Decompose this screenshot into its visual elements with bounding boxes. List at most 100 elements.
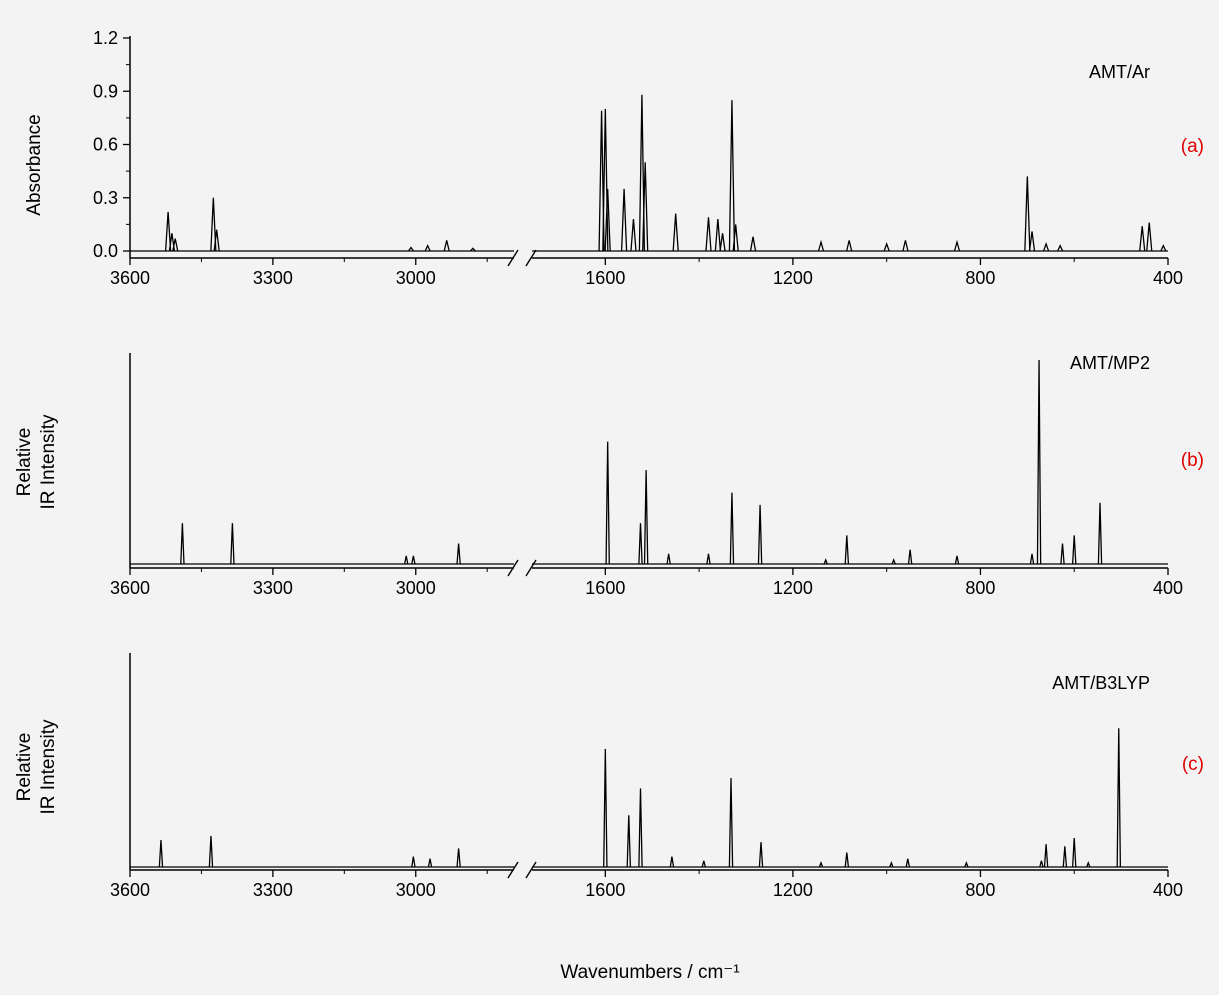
spectrum-peak	[818, 861, 824, 868]
spectrum-peak	[1024, 176, 1031, 252]
x-axis-label: Wavenumbers / cm⁻¹	[560, 962, 739, 983]
spectrum-peak	[180, 523, 185, 565]
spectrum-peak	[714, 218, 722, 252]
spectrum-peak	[728, 100, 736, 252]
x-tick-label: 400	[1153, 578, 1183, 598]
spectrum-peak	[823, 558, 828, 565]
spectrum-peak	[1036, 359, 1042, 565]
x-tick-label: 3300	[253, 268, 293, 288]
spectrum-peak	[210, 197, 217, 252]
spectrum-peak	[1097, 502, 1103, 565]
spectrum-peak	[1043, 844, 1049, 868]
x-tick-label: 1200	[773, 578, 813, 598]
spectrum-peak	[411, 856, 416, 868]
axis-break-mark	[507, 559, 519, 577]
x-tick-label: 1600	[585, 268, 625, 288]
spectrum-peak	[719, 233, 726, 252]
x-tick-label: 400	[1153, 268, 1183, 288]
panel-label: (a)	[1181, 136, 1204, 157]
series-name-label: AMT/Ar	[1089, 62, 1150, 82]
spectrum-peak	[1039, 860, 1044, 868]
spectrum-peak	[603, 749, 608, 868]
x-tick-label: 3600	[110, 880, 150, 900]
spectrum-peak	[158, 840, 164, 868]
spectrum-peak	[666, 553, 671, 565]
x-tick-label: 3300	[253, 880, 293, 900]
y-axis-label: Relative IR Intensity	[14, 719, 59, 815]
spectrum-peak	[953, 239, 961, 252]
spectrum-peak	[883, 241, 890, 252]
x-tick-label: 3000	[396, 578, 436, 598]
spectrum-peak	[1139, 226, 1146, 252]
x-tick-label: 1200	[773, 268, 813, 288]
panel-label: (c)	[1182, 754, 1204, 775]
spectrum-peak	[889, 861, 894, 868]
spectrum-peak	[1116, 728, 1122, 868]
spectrum-peak	[424, 244, 431, 252]
panel-c: 3600 3300 3000 1600 1200 800 400 Relative IR Int…	[14, 653, 1204, 900]
spectrum-peak	[1062, 846, 1068, 868]
spectrum-peak	[1028, 231, 1036, 252]
x-tick-label: 3600	[110, 268, 150, 288]
y-tick-label: 1.2	[93, 28, 118, 48]
spectrum-peak	[456, 543, 461, 565]
spectrum-peak	[642, 162, 649, 252]
spectrum-peak	[1160, 244, 1167, 252]
y-tick-label: 0.6	[93, 135, 118, 155]
spectrum-peak	[706, 553, 711, 565]
spectrum-peak	[213, 229, 220, 252]
spectrum-peak	[728, 777, 734, 868]
spectrum-peak	[701, 860, 707, 868]
spectrum-peak	[602, 108, 609, 252]
spectrum-peak	[964, 861, 969, 868]
spectrum-peak	[638, 523, 643, 565]
x-tick-label: 3600	[110, 578, 150, 598]
x-tick-label: 3300	[253, 578, 293, 598]
spectrum-peak	[164, 211, 172, 252]
spectrum-peak	[757, 504, 763, 565]
spectrum-peak	[672, 213, 679, 252]
y-tick-label: 0.3	[93, 188, 118, 208]
spectrum-peak	[605, 441, 610, 565]
spectrum-peak	[902, 240, 909, 252]
spectrum-peak	[844, 852, 850, 868]
spectrum-peak	[729, 492, 735, 565]
x-tick-label: 800	[965, 578, 995, 598]
x-tick-label: 3000	[396, 880, 436, 900]
spectrum-peak	[469, 247, 476, 252]
spectrum-peak	[1060, 543, 1065, 565]
axis-break-mark	[525, 861, 537, 879]
x-tick-label: 1200	[773, 880, 813, 900]
axis-break-mark	[507, 249, 519, 267]
axis-break-mark	[507, 861, 519, 879]
x-tick-label: 1600	[585, 578, 625, 598]
series-name-label: AMT/B3LYP	[1052, 673, 1150, 693]
series-name-label: AMT/MP2	[1070, 353, 1150, 373]
spectrum-peak	[604, 188, 611, 252]
spectrum-peak	[817, 239, 825, 252]
x-tick-label: 3000	[396, 268, 436, 288]
spectrum-peak	[1057, 244, 1064, 252]
spectrum-peak	[407, 246, 415, 252]
spectrum-peak	[630, 218, 637, 252]
panel-label: (b)	[1181, 450, 1204, 471]
x-tick-label: 800	[965, 268, 995, 288]
spectrum-peak	[669, 856, 675, 868]
spectrum-peak	[403, 555, 409, 565]
panel-b: 3600 3300 3000 1600 1200 800 400 Relative IR Int…	[14, 353, 1204, 598]
spectrum-peak	[1029, 553, 1035, 565]
y-axis-label: Absorbance	[24, 114, 45, 215]
axis-break-mark	[525, 559, 537, 577]
x-tick-label: 800	[965, 880, 995, 900]
panel-a: 3600 3300 3000 1600 1200 800 400 0.0 0.3 0.6 0.9 1.…	[24, 28, 1204, 288]
spectrum-peak	[620, 188, 628, 252]
axis-break-mark	[525, 249, 537, 267]
spectrum-peak	[1146, 222, 1153, 252]
spectrum-peak	[905, 858, 911, 868]
spectrum-peak	[443, 240, 450, 252]
spectrum-peak	[638, 788, 643, 868]
spectrum-peak	[427, 858, 433, 868]
spectrum-peak	[732, 224, 739, 252]
spectrum-peak	[172, 238, 179, 252]
